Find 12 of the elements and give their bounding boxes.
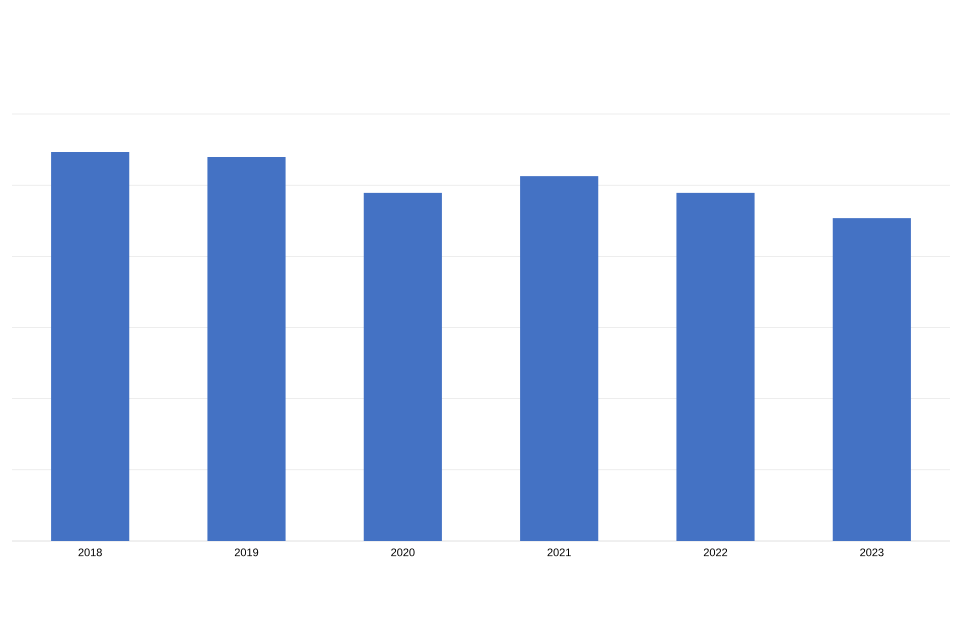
bar bbox=[832, 218, 911, 541]
bar bbox=[520, 176, 598, 541]
x-tick-label: 2018 bbox=[78, 548, 102, 556]
x-tick-label: 2020 bbox=[391, 548, 415, 556]
bar bbox=[676, 192, 755, 541]
bar bbox=[364, 192, 442, 541]
x-tick-label: 2021 bbox=[548, 548, 571, 556]
x-tick-label: 2019 bbox=[234, 548, 258, 556]
x-tick-label: 2022 bbox=[704, 548, 728, 556]
bar bbox=[207, 157, 286, 541]
bar bbox=[51, 152, 130, 541]
x-tick-label: 2023 bbox=[860, 548, 884, 556]
